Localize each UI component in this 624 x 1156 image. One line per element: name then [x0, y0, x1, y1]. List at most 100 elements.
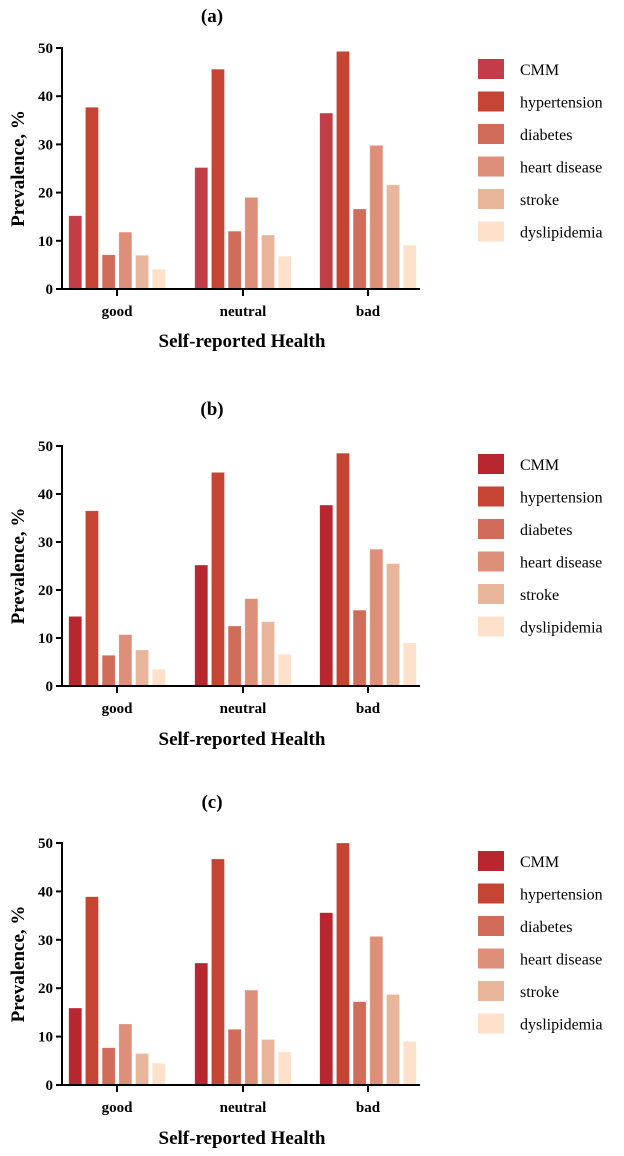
legend-label: stroke — [520, 587, 559, 604]
bar-heart-disease-neutral — [244, 598, 259, 687]
bar-diabetes-good — [101, 1047, 116, 1086]
bar-heart-disease-bad — [369, 548, 384, 687]
bar-dyslipidemia-bad — [402, 1041, 417, 1086]
bar-CMM-neutral — [194, 564, 209, 687]
legend-swatch-heart-disease — [478, 948, 504, 969]
y-tick-label: 30 — [38, 933, 53, 949]
legend-label: dyslipidemia — [520, 225, 603, 242]
y-axis-label: Prevalence, % — [8, 906, 29, 1023]
bar-CMM-good — [68, 215, 83, 290]
x-tick-label: neutral — [220, 304, 267, 320]
bar-diabetes-bad — [352, 1001, 367, 1086]
legend-swatch-heart-disease — [478, 551, 504, 572]
x-tick-label: good — [102, 1100, 134, 1116]
bar-hypertension-good — [85, 510, 99, 687]
legend-swatch-CMM — [478, 59, 504, 79]
bar-diabetes-good — [101, 254, 116, 290]
legend-label: hypertension — [520, 490, 603, 507]
chart-title: (a) — [201, 6, 223, 27]
bar-stroke-good — [135, 1053, 149, 1086]
x-tick-label: good — [102, 701, 134, 717]
bar-CMM-bad — [319, 912, 334, 1086]
y-tick-label: 30 — [38, 137, 53, 153]
legend-label: CMM — [520, 457, 559, 474]
bar-diabetes-neutral — [227, 230, 242, 290]
y-tick-label: 0 — [46, 679, 54, 695]
x-tick-label: neutral — [220, 1100, 267, 1116]
x-tick-label: bad — [356, 701, 381, 717]
y-tick-label: 10 — [38, 234, 53, 250]
chart-title: (b) — [200, 399, 223, 420]
bar-heart-disease-bad — [369, 936, 384, 1086]
legend-label: dyslipidemia — [520, 1017, 603, 1034]
legend-swatch-diabetes — [478, 916, 504, 936]
legend-swatch-CMM — [478, 851, 504, 871]
bar-stroke-good — [135, 649, 149, 687]
y-tick-label: 0 — [46, 282, 54, 298]
legend-label: dyslipidemia — [520, 620, 603, 637]
y-tick-label: 0 — [46, 1078, 54, 1094]
bar-CMM-good — [68, 616, 83, 687]
x-axis-label: Self-reported Health — [159, 331, 326, 352]
legend-label: heart disease — [520, 952, 602, 969]
y-tick-label: 10 — [38, 631, 53, 647]
bar-diabetes-bad — [352, 208, 367, 290]
bar-stroke-good — [135, 254, 149, 290]
bar-diabetes-bad — [352, 609, 367, 687]
y-tick-label: 20 — [38, 186, 53, 202]
bar-CMM-bad — [319, 504, 334, 687]
chart-title: (c) — [201, 792, 222, 813]
legend-swatch-dyslipidemia — [478, 1013, 504, 1034]
bar-CMM-neutral — [194, 962, 209, 1086]
legend-label: CMM — [520, 62, 559, 79]
x-axis-label: Self-reported Health — [159, 729, 326, 750]
legend-label: stroke — [520, 984, 559, 1001]
legend-swatch-stroke — [478, 584, 504, 604]
y-axis-label: Prevalence, % — [8, 110, 29, 227]
legend-label: diabetes — [520, 919, 572, 936]
bar-hypertension-bad — [336, 452, 350, 687]
legend-label: stroke — [520, 192, 559, 209]
legend: CMM hypertension diabetes heart disease stro… — [478, 59, 603, 242]
y-tick-label: 20 — [38, 981, 53, 997]
bar-heart-disease-good — [118, 231, 133, 290]
bar-heart-disease-bad — [369, 145, 384, 290]
bar-stroke-bad — [386, 184, 400, 290]
bar-hypertension-bad — [336, 842, 350, 1086]
legend-swatch-dyslipidemia — [478, 221, 504, 242]
legend: CMM hypertension diabetes heart disease stro… — [478, 851, 603, 1034]
bar-heart-disease-neutral — [244, 989, 259, 1086]
bar-diabetes-neutral — [227, 1029, 242, 1086]
y-tick-label: 20 — [38, 583, 53, 599]
bar-CMM-bad — [319, 112, 334, 290]
legend-swatch-diabetes — [478, 519, 504, 539]
legend-swatch-hypertension — [478, 486, 504, 507]
y-tick-label: 40 — [38, 89, 53, 105]
legend-swatch-heart-disease — [478, 156, 504, 177]
x-tick-label: neutral — [220, 701, 267, 717]
legend: CMM hypertension diabetes heart disease stro… — [478, 454, 603, 637]
y-tick-label: 30 — [38, 535, 53, 551]
legend-swatch-stroke — [478, 981, 504, 1001]
bar-heart-disease-good — [118, 634, 133, 687]
y-tick-label: 50 — [38, 836, 53, 852]
legend-label: heart disease — [520, 555, 602, 572]
bar-dyslipidemia-good — [151, 268, 166, 290]
legend-label: heart disease — [520, 160, 602, 177]
bar-CMM-good — [68, 1007, 83, 1086]
y-axis-label: Prevalence, % — [8, 508, 29, 625]
bar-hypertension-bad — [336, 51, 350, 290]
bar-stroke-neutral — [261, 1039, 275, 1086]
bar-stroke-neutral — [261, 234, 275, 290]
bar-CMM-neutral — [194, 167, 209, 290]
bar-heart-disease-good — [118, 1023, 133, 1086]
legend-label: hypertension — [520, 887, 603, 904]
bar-stroke-bad — [386, 563, 400, 687]
y-tick-label: 50 — [38, 41, 53, 57]
bar-dyslipidemia-neutral — [277, 255, 292, 290]
bar-diabetes-neutral — [227, 625, 242, 687]
legend-swatch-hypertension — [478, 91, 504, 112]
bar-diabetes-good — [101, 654, 116, 687]
x-tick-label: bad — [356, 304, 381, 320]
